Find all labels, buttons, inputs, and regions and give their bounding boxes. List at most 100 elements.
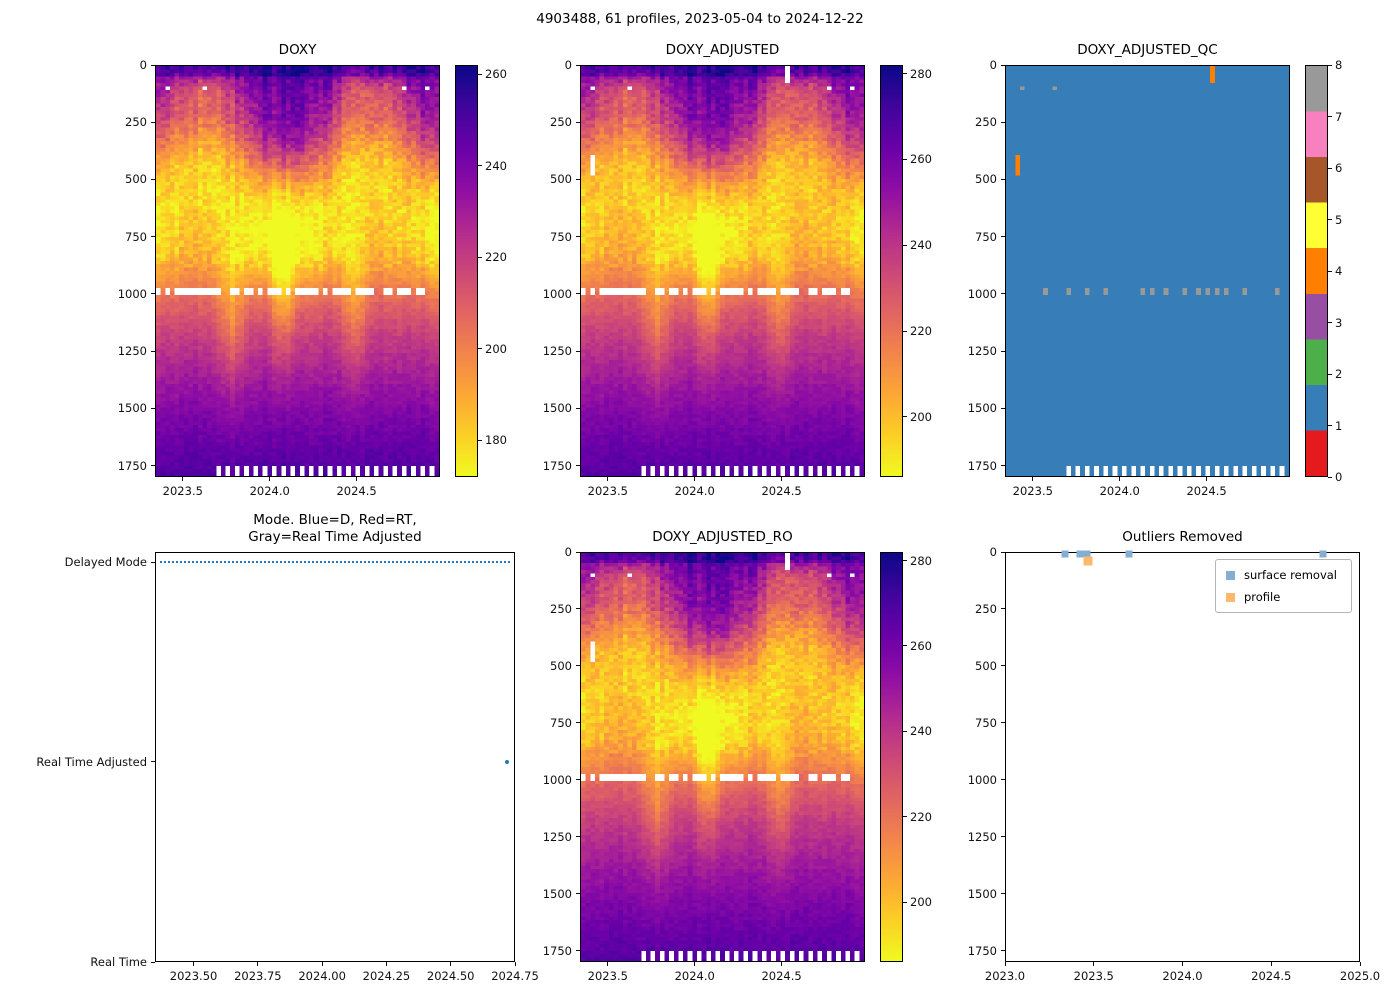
y-tick-mark xyxy=(1001,779,1005,781)
y-tick-label: 1000 xyxy=(542,286,572,301)
x-tick-mark xyxy=(1182,962,1183,966)
colorbar-tick-label: 260 xyxy=(910,638,932,653)
y-tick-mark xyxy=(1001,608,1005,610)
mode-y-tick-mark xyxy=(151,961,155,963)
qc-colorbar-tick-label: 0 xyxy=(1335,470,1343,484)
y-tick-mark xyxy=(576,608,580,610)
panel-mode-title: Mode. Blue=D, Red=RT, Gray=Real Time Adj… xyxy=(156,512,514,547)
colorbar-tick-label: 180 xyxy=(485,433,507,448)
qc-colorbar-bands xyxy=(1306,66,1327,476)
y-tick-label: 750 xyxy=(550,229,572,244)
figure-title: 4903488, 61 profiles, 2023-05-04 to 2024… xyxy=(536,11,864,27)
y-tick-label: 750 xyxy=(125,229,147,244)
x-tick-mark xyxy=(781,477,783,481)
y-tick-mark xyxy=(1001,350,1005,352)
y-tick-mark xyxy=(151,465,155,467)
colorbar-tick-mark xyxy=(903,158,907,160)
panel-mode-title-line2: Gray=Real Time Adjusted xyxy=(248,529,422,546)
mode-category-label: Real Time xyxy=(90,955,147,969)
x-tick-mark xyxy=(694,477,696,481)
panel-doxy: DOXY xyxy=(155,42,440,477)
x-tick-mark xyxy=(356,477,358,481)
qc-colorbar-tick-label: 6 xyxy=(1335,161,1343,175)
y-tick-mark xyxy=(1001,465,1005,467)
y-tick-mark xyxy=(576,465,580,467)
qc-colorbar-tick-mark xyxy=(1328,270,1332,272)
colorbar-tick-label: 260 xyxy=(485,67,507,82)
y-tick-mark xyxy=(576,836,580,838)
doxy-adjusted-qc-image xyxy=(1006,66,1289,476)
legend-item-profile: profile xyxy=(1226,590,1337,604)
y-tick-label: 500 xyxy=(550,172,572,187)
y-tick-label: 250 xyxy=(975,115,997,130)
x-tick-label: 2023.5 xyxy=(1073,969,1114,983)
x-tick-label: 2023.50 xyxy=(169,969,218,983)
x-tick-mark xyxy=(781,962,783,966)
panel-doxy-adjusted-qc: DOXY_ADJUSTED_QC xyxy=(1005,42,1290,477)
y-tick-label: 0 xyxy=(989,58,997,72)
x-tick-mark xyxy=(321,962,323,966)
doxy-colorbar xyxy=(455,65,478,477)
mode-y-tick-mark xyxy=(151,761,155,763)
x-tick-label: 2024.5 xyxy=(336,484,377,498)
x-tick-label: 2024.5 xyxy=(1251,969,1292,983)
colorbar-tick-mark xyxy=(903,730,907,732)
qc-colorbar-tick-mark xyxy=(1328,64,1332,66)
legend-item-surface-removal: surface removal xyxy=(1226,568,1337,582)
x-tick-mark xyxy=(193,962,195,966)
x-tick-label: 2024.0 xyxy=(674,969,715,983)
x-tick-mark xyxy=(1032,477,1034,481)
y-tick-mark xyxy=(151,178,155,180)
y-tick-mark xyxy=(576,407,580,409)
x-tick-label: 2024.00 xyxy=(298,969,346,983)
y-tick-label: 0 xyxy=(564,58,572,72)
y-tick-mark xyxy=(576,551,580,553)
x-tick-mark xyxy=(269,477,271,481)
real-time-adjusted-point xyxy=(505,759,510,764)
colorbar-tick-mark xyxy=(903,645,907,647)
qc-colorbar-tick-mark xyxy=(1328,373,1332,375)
x-tick-label: 2024.50 xyxy=(426,969,475,983)
x-tick-label: 2024.0 xyxy=(249,484,290,498)
x-tick-mark xyxy=(1359,962,1361,966)
colorbar-tick-label: 200 xyxy=(910,409,932,424)
colorbar-tick-mark xyxy=(903,416,907,418)
y-tick-mark xyxy=(1001,950,1005,952)
y-tick-mark xyxy=(1001,551,1005,553)
x-tick-label: 2023.0 xyxy=(984,969,1026,983)
qc-colorbar-tick-label: 1 xyxy=(1335,418,1343,433)
colorbar-tick-label: 220 xyxy=(910,324,932,339)
x-tick-label: 2025.0 xyxy=(1339,969,1381,983)
qc-colorbar-tick-label: 5 xyxy=(1335,212,1343,227)
profile-marker xyxy=(1083,556,1093,566)
y-tick-label: 1750 xyxy=(967,943,997,958)
y-tick-label: 0 xyxy=(989,545,997,559)
colorbar-tick-mark xyxy=(903,244,907,246)
colorbar-tick-label: 240 xyxy=(910,238,932,253)
legend-label-profile: profile xyxy=(1244,590,1281,604)
x-tick-mark xyxy=(1270,962,1272,966)
y-tick-label: 250 xyxy=(125,115,147,130)
panel-doxy-adjusted-ro-title: DOXY_ADJUSTED_RO xyxy=(652,529,793,546)
surface-removal-marker xyxy=(1076,550,1084,558)
x-tick-mark xyxy=(182,477,184,481)
y-tick-label: 250 xyxy=(550,115,572,130)
y-tick-mark xyxy=(151,293,155,295)
delayed-mode-dotted-line xyxy=(160,561,510,564)
y-tick-label: 1250 xyxy=(542,829,572,844)
y-tick-label: 1250 xyxy=(967,344,997,359)
y-tick-label: 500 xyxy=(125,172,147,187)
colorbar-tick-label: 240 xyxy=(485,158,507,173)
x-tick-label: 2024.0 xyxy=(1099,484,1140,498)
qc-colorbar-tick-mark xyxy=(1328,476,1332,478)
mode-y-tick-mark xyxy=(151,561,155,563)
panel-doxy-adjusted-ro: DOXY_ADJUSTED_RO xyxy=(580,529,865,962)
colorbar-tick-label: 260 xyxy=(910,152,932,167)
x-tick-label: 2023.5 xyxy=(587,484,628,498)
y-tick-mark xyxy=(576,236,580,238)
y-tick-label: 1250 xyxy=(117,344,147,359)
x-tick-mark xyxy=(1004,962,1006,966)
colorbar-tick-mark xyxy=(478,73,482,75)
y-tick-mark xyxy=(1001,665,1005,667)
panel-doxy-title: DOXY xyxy=(278,42,317,59)
